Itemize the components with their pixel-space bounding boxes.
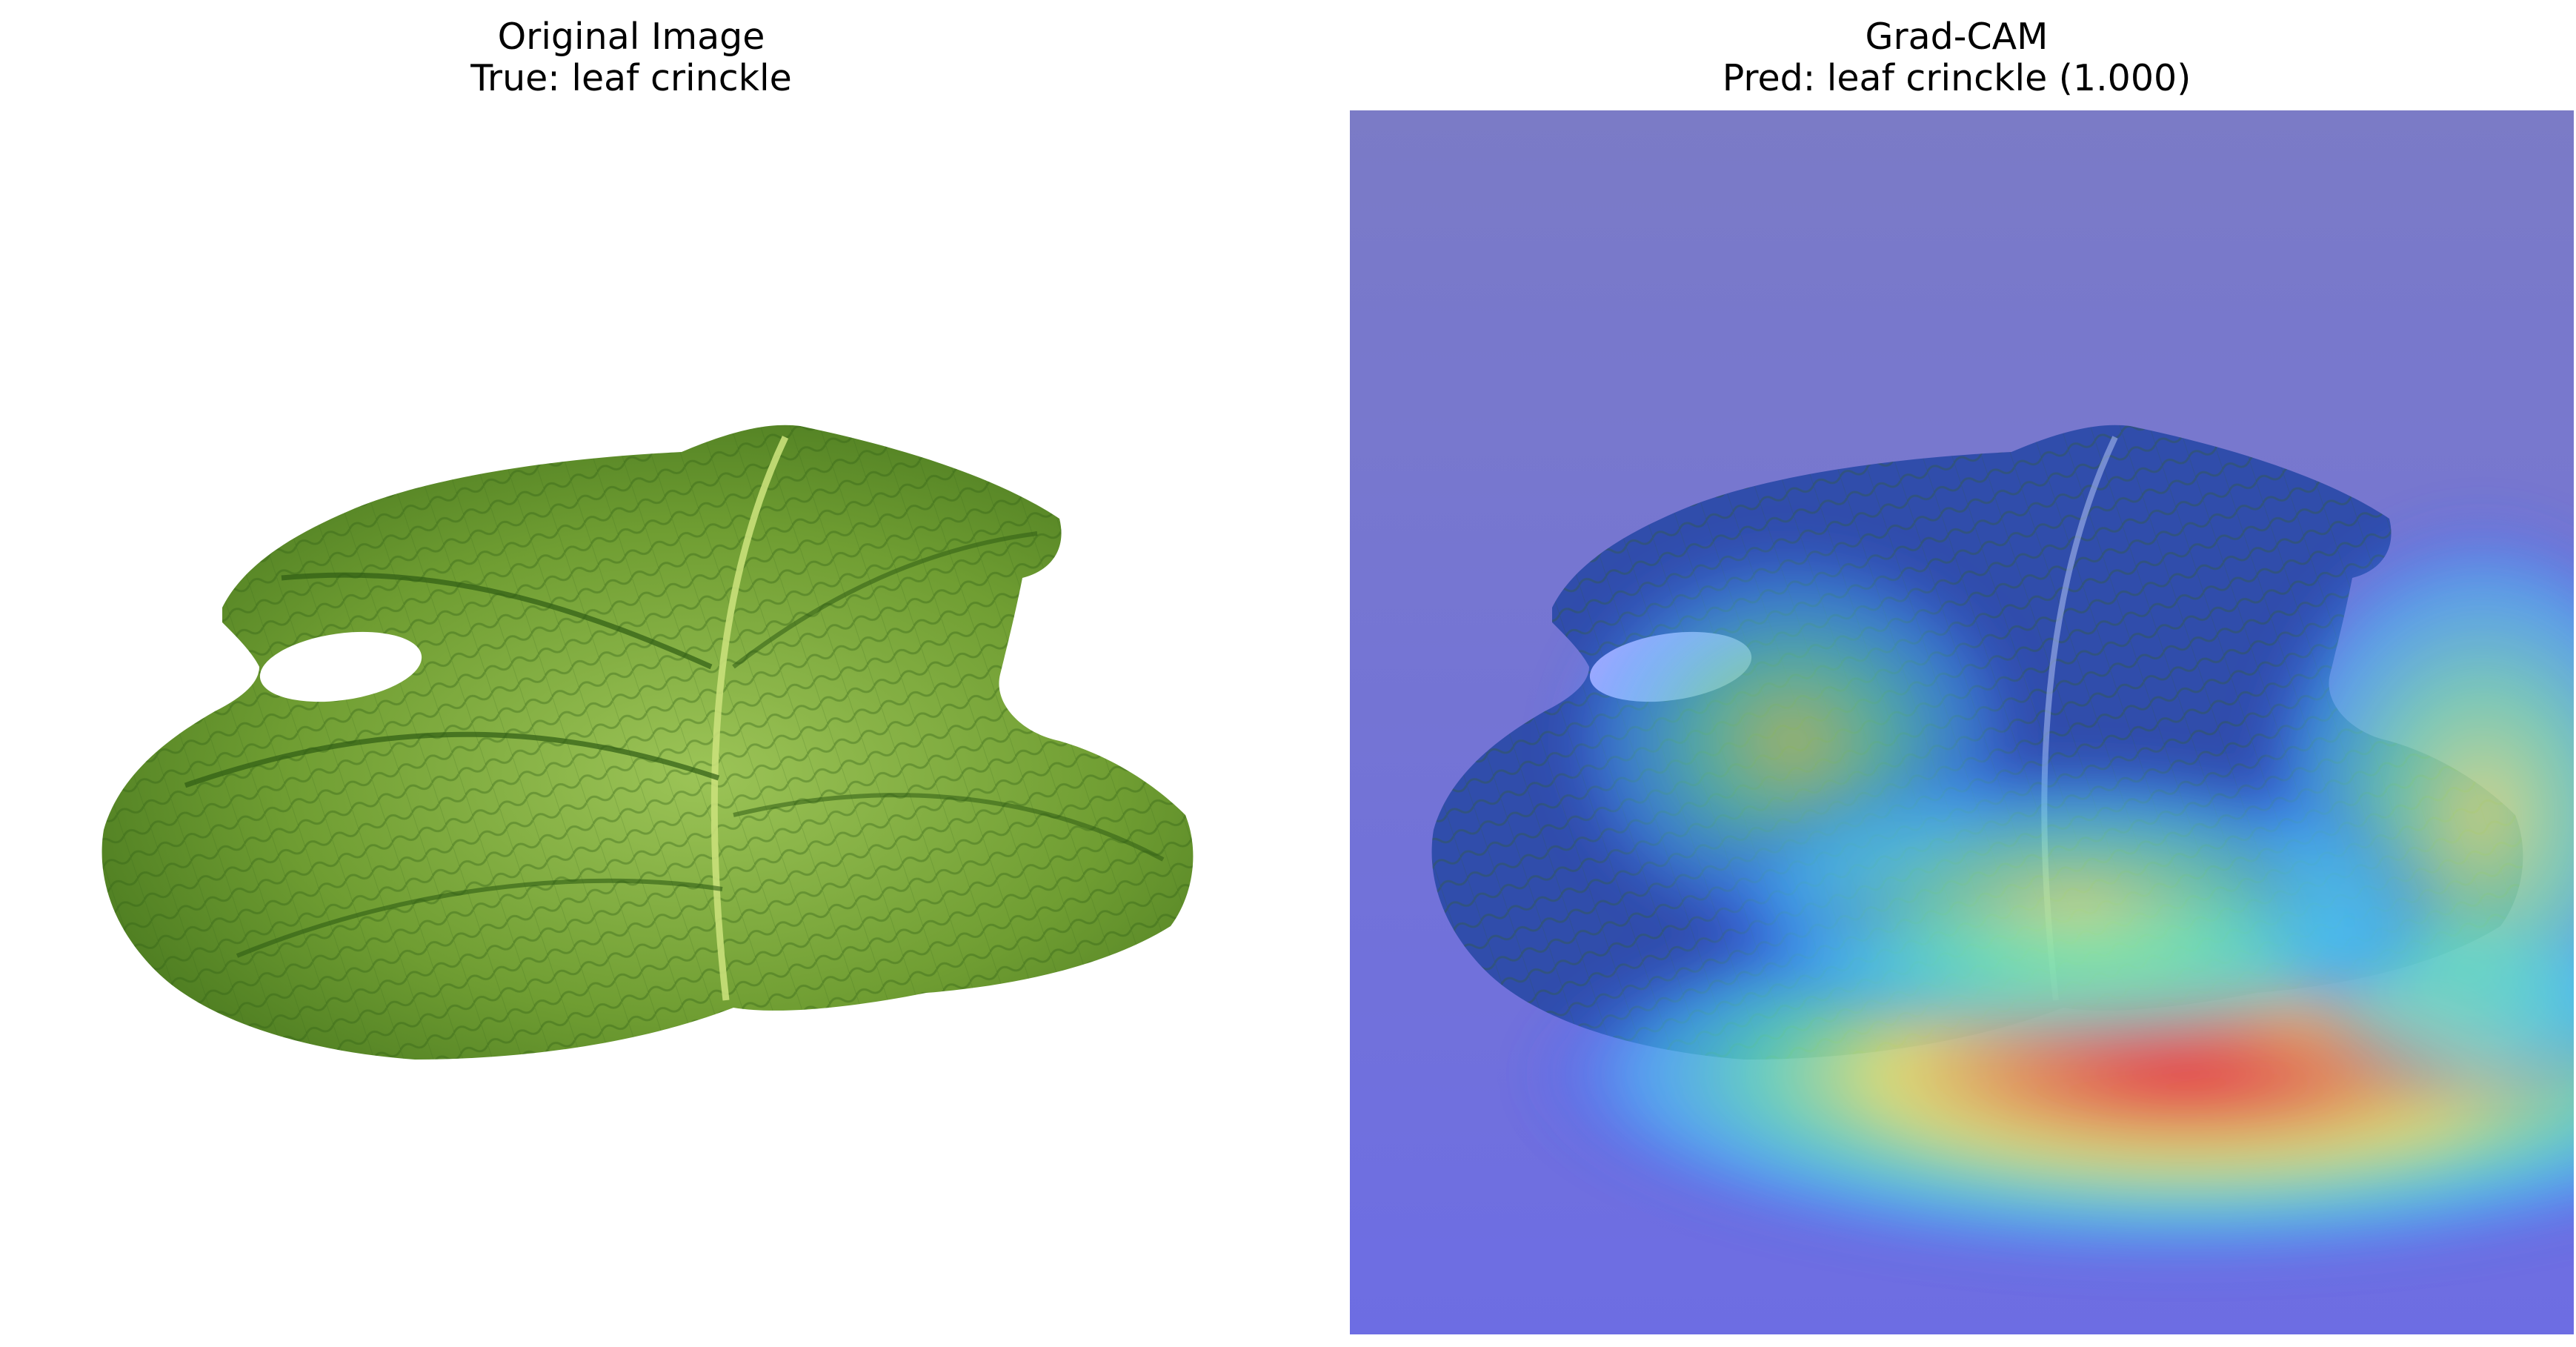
prediction-label: Pred: leaf crinckle (1.000) [1722, 57, 2191, 99]
grad-cam-title: Grad-CAM Pred: leaf crinckle (1.000) [1345, 16, 2568, 99]
true-label: True: leaf crinckle [470, 57, 792, 99]
grad-cam-title-line1: Grad-CAM [1865, 16, 2049, 58]
original-leaf-image [101, 425, 1194, 1060]
original-image-title-line1: Original Image [497, 16, 765, 58]
grad-cam-heatmap [1350, 110, 2574, 1334]
original-image-title: Original Image True: leaf crinckle [24, 16, 1239, 99]
